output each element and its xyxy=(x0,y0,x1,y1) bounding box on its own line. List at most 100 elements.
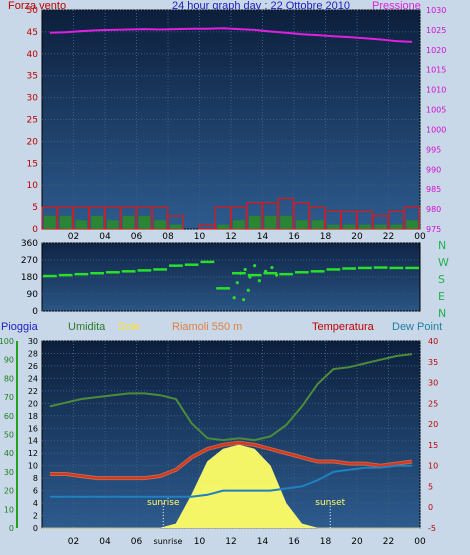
direction-point xyxy=(232,296,236,300)
rain-tick-label: 50 xyxy=(4,431,14,440)
top-right-tick-label: 1015 xyxy=(426,66,446,75)
rain-tick-label: 10 xyxy=(4,505,14,514)
top-left-tick-label: 45 xyxy=(27,28,38,38)
temperature-tick-label: 35 xyxy=(428,358,438,367)
direction-tick-label: 180 xyxy=(21,273,38,283)
top-left-tick-label: 20 xyxy=(27,137,39,147)
solar-label: Sole xyxy=(118,321,141,333)
wind-avg-bar xyxy=(311,220,324,229)
top-x-tick-label: 14 xyxy=(257,232,269,242)
compass-letter: N xyxy=(438,239,446,252)
humidity-tick-label: 10 xyxy=(28,462,38,471)
rain-tick-label: 40 xyxy=(4,449,14,458)
direction-point xyxy=(257,279,261,283)
top-left-tick-label: 30 xyxy=(27,94,39,104)
wind-avg-bar xyxy=(44,215,56,229)
bottom-x-tick-label: sunrise xyxy=(154,537,183,546)
direction-point xyxy=(235,281,239,285)
humidity-tick-label: 0 xyxy=(33,524,38,533)
humidity-tick-label: 30 xyxy=(28,337,38,346)
wind-avg-bar xyxy=(327,224,340,229)
rain-tick-label: 100 xyxy=(0,337,14,346)
humidity-tick-label: 28 xyxy=(28,349,38,358)
top-right-tick-label: 1005 xyxy=(426,106,446,115)
direction-tick-label: 0 xyxy=(32,307,38,317)
humidity-tick-label: 12 xyxy=(28,449,38,458)
humidity-tick-label: 26 xyxy=(28,362,38,371)
top-x-tick-label: 16 xyxy=(288,232,300,242)
temperature-tick-label: 15 xyxy=(428,441,438,450)
temperature-tick-label: 20 xyxy=(428,420,438,429)
temperature-line xyxy=(49,441,413,480)
direction-tick-label: 360 xyxy=(21,239,38,249)
rain-tick-label: 70 xyxy=(4,393,14,402)
solar-area xyxy=(42,444,420,529)
top-x-tick-label: 08 xyxy=(162,232,174,242)
top-left-tick-label: 10 xyxy=(27,181,39,191)
temperature-tick-label: 10 xyxy=(428,462,438,471)
top-x-tick-label: 18 xyxy=(320,232,332,242)
wind-avg-bar xyxy=(296,220,308,229)
wind-avg-bar xyxy=(248,215,261,229)
wind-avg-bar xyxy=(280,215,292,229)
temperature-tick-label: -5 xyxy=(428,524,436,533)
compass-letter: S xyxy=(438,273,445,286)
wind-avg-bar xyxy=(343,224,355,229)
temperature-tick-label: 25 xyxy=(428,399,438,408)
direction-point xyxy=(253,264,257,268)
direction-point xyxy=(270,265,274,270)
top-x-tick-label: 02 xyxy=(68,232,79,242)
humidity-tick-label: 20 xyxy=(28,399,38,408)
bottom-x-tick-label: 04 xyxy=(99,537,111,547)
top-left-tick-label: 0 xyxy=(32,225,38,235)
rain-tick-label: 80 xyxy=(4,374,14,383)
bottom-x-tick-label: 00 xyxy=(414,537,426,547)
top-right-tick-label: 980 xyxy=(426,205,441,214)
humidity-tick-label: 24 xyxy=(28,374,38,383)
top-x-tick-label: 04 xyxy=(99,232,111,242)
humidity-tick-label: 22 xyxy=(28,387,38,396)
top-x-tick-label: 22 xyxy=(383,232,394,242)
humidity-line xyxy=(49,353,413,442)
direction-point xyxy=(248,275,252,279)
temperature-tick-label: 0 xyxy=(428,503,433,512)
top-left-tick-label: 25 xyxy=(27,116,38,126)
top-left-tick-label: 50 xyxy=(27,6,39,16)
top-right-tick-label: 1020 xyxy=(426,46,446,55)
top-x-tick-label: 12 xyxy=(225,232,236,242)
sunrise-label: sunrise xyxy=(147,498,180,508)
bottom-x-tick-label: 18 xyxy=(320,537,332,547)
wind-avg-bar xyxy=(107,220,119,229)
top-x-tick-label: 10 xyxy=(194,232,206,242)
wind-avg-bar xyxy=(154,220,166,229)
bottom-x-tick-label: 20 xyxy=(351,537,363,547)
humidity-tick-label: 2 xyxy=(33,512,38,521)
temperature-label: Temperatura xyxy=(312,321,374,333)
bottom-x-tick-label: 10 xyxy=(194,537,206,547)
direction-point xyxy=(242,298,246,302)
wind-avg-bar xyxy=(122,215,135,229)
top-left-tick-label: 40 xyxy=(27,50,39,60)
direction-point xyxy=(243,267,247,272)
rain-label: Pioggia xyxy=(1,321,38,333)
top-right-tick-label: 1000 xyxy=(426,125,446,134)
direction-point xyxy=(275,273,279,277)
wind-avg-bar xyxy=(170,224,182,229)
wind-avg-bar xyxy=(59,215,72,229)
pressure-line xyxy=(49,27,413,43)
top-right-tick-label: 975 xyxy=(426,225,441,234)
temperature-tick-label: 40 xyxy=(428,337,438,346)
humidity-tick-label: 6 xyxy=(33,487,38,496)
humidity-label: Umidita xyxy=(68,321,106,333)
direction-point xyxy=(246,288,250,292)
wind-avg-bar xyxy=(374,224,387,229)
compass-letter: W xyxy=(438,256,449,269)
rain-tick-label: 20 xyxy=(4,487,14,496)
bottom-x-tick-label: 22 xyxy=(383,537,394,547)
direction-tick-label: 90 xyxy=(27,290,39,300)
rain-tick-label: 60 xyxy=(4,412,14,421)
compass-letter: E xyxy=(438,290,445,303)
wind-avg-bar xyxy=(217,224,229,229)
dewpoint-label: Dew Point xyxy=(392,321,443,333)
